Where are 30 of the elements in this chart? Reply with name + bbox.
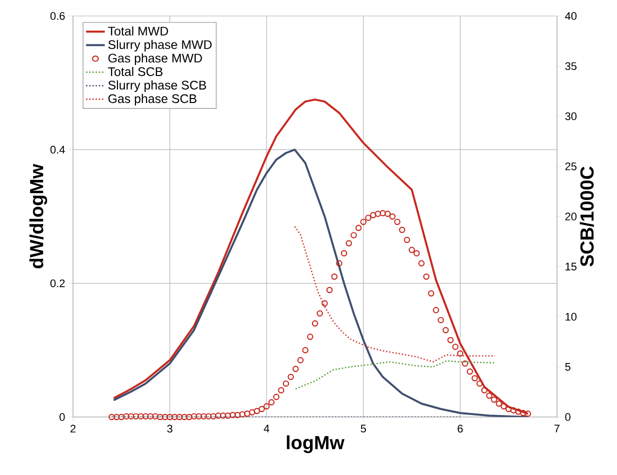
x-tick-label: 5	[360, 424, 366, 432]
x-tick-label: 6	[458, 424, 463, 433]
y-axis-title: dW/dlogMw	[29, 164, 48, 268]
y2-tick-label: 40	[565, 12, 577, 20]
legend-label: Total MWD	[108, 26, 168, 36]
x-tick-label: 3	[167, 424, 172, 433]
x-axis-title: logMw	[286, 435, 344, 454]
y-tick-label: 0	[60, 413, 65, 421]
line-series	[294, 360, 496, 390]
x-tick-label: 2	[70, 424, 76, 432]
y2-tick-label: 35	[565, 62, 576, 70]
y-tick-label: 0.6	[50, 12, 65, 20]
x-tick-label: 4	[264, 424, 270, 432]
y2-tick-label: 20	[565, 212, 577, 220]
y2-tick-label: 25	[565, 162, 576, 170]
y2-tick-label: 0	[565, 413, 570, 421]
y2-tick-label: 30	[565, 112, 577, 120]
y-tick-label: 0.2	[50, 279, 65, 288]
legend-label: Slurry phase MWD	[108, 40, 212, 52]
x-tick-label: 7	[554, 424, 560, 432]
legend-label: Total SCB	[108, 66, 162, 76]
legend-label: Gas phase MWD	[108, 53, 202, 66]
y2-axis-title: SCB/1000C	[580, 166, 594, 266]
y2-tick-label: 5	[565, 363, 570, 371]
y-tick-label: 0.4	[50, 146, 65, 154]
legend-label: Gas phase SCB	[108, 94, 196, 106]
line-series	[294, 226, 496, 363]
legend-label: Slurry phase SCB	[108, 80, 206, 92]
y2-tick-label: 15	[566, 262, 576, 270]
y2-tick-label: 10	[566, 312, 577, 321]
